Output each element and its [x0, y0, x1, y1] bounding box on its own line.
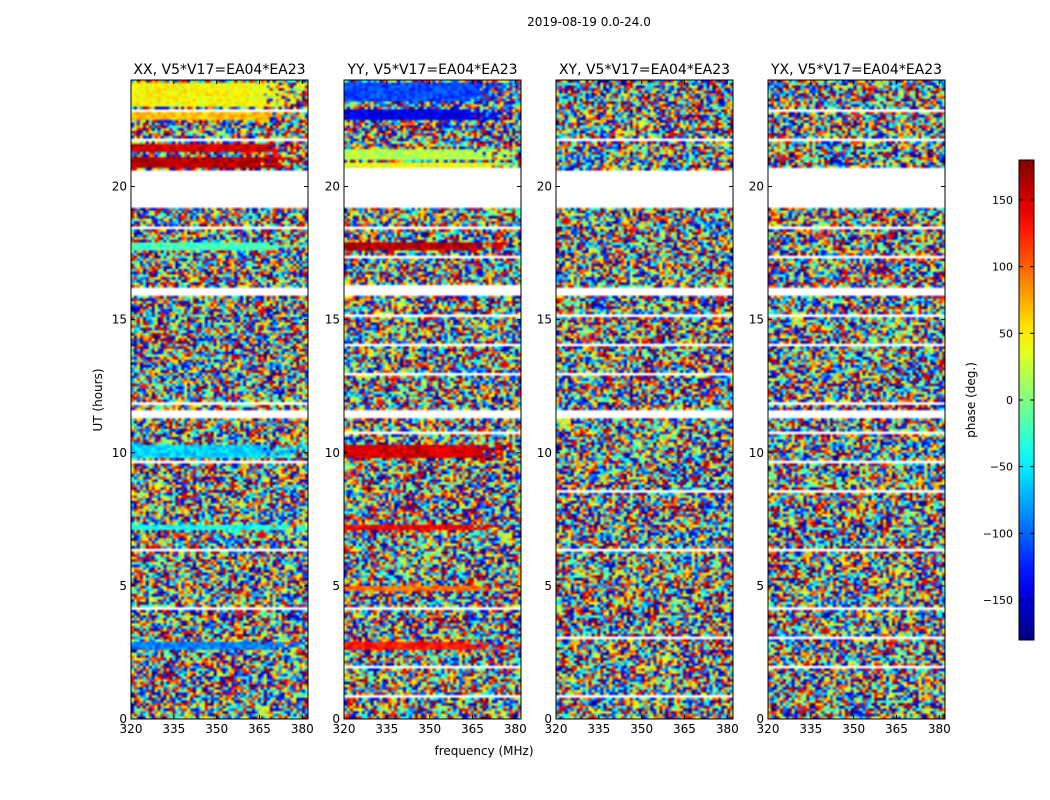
y-tick-label: 0 [544, 712, 552, 726]
panels: XX, V5*V17=EA04*EA23 320 335 350 365 380 0 5 10 1… [112, 62, 951, 736]
heatmap-raster [131, 80, 308, 719]
colorbar-tick-label: −50 [990, 461, 1013, 474]
y-tick-label: 20 [749, 180, 764, 194]
y-tick-label: 15 [749, 313, 764, 327]
y-tick-label: 15 [537, 313, 552, 327]
x-tick-label: 365 [673, 722, 696, 736]
heatmap-raster [768, 80, 945, 719]
y-tick-label: 5 [756, 579, 764, 593]
x-tick-label: 335 [799, 722, 822, 736]
y-tick-label: 10 [112, 446, 127, 460]
y-tick-label: 5 [544, 579, 552, 593]
x-tick-label: 320 [333, 722, 356, 736]
x-tick-label: 380 [716, 722, 739, 736]
y-tick-label: 5 [119, 579, 127, 593]
colorbar-tick-label: −150 [983, 594, 1013, 607]
x-tick-label: 350 [842, 722, 865, 736]
y-tick-label: 15 [112, 313, 127, 327]
x-tick-label: 335 [162, 722, 185, 736]
panel-0: XX, V5*V17=EA04*EA23 320 335 350 365 380 0 5 10 1… [112, 62, 314, 736]
figure-suptitle: 2019-08-19 0.0-24.0 [527, 15, 651, 29]
axes-frame [767, 79, 946, 720]
panel-title: XX, V5*V17=EA04*EA23 [133, 62, 305, 78]
panel-1: YY, V5*V17=EA04*EA23 320 335 350 365 380 0 5 10 1… [325, 62, 527, 736]
y-tick-label: 20 [537, 180, 552, 194]
y-tick-label: 20 [325, 180, 340, 194]
colorbar-tick-label: 50 [999, 327, 1013, 340]
y-tick-label: 20 [112, 180, 127, 194]
x-tick-label: 320 [545, 722, 568, 736]
x-tick-label: 380 [504, 722, 527, 736]
panel-title: YX, V5*V17=EA04*EA23 [770, 62, 942, 78]
panel-3: YX, V5*V17=EA04*EA23 320 335 350 365 380 0 5 10 1… [749, 62, 951, 736]
y-tick-label: 15 [325, 313, 340, 327]
panel-title: XY, V5*V17=EA04*EA23 [559, 62, 730, 78]
colorbar: 150 100 50 0 −50 −100 −150 phase (deg.) [964, 159, 1035, 641]
x-tick-label: 320 [120, 722, 143, 736]
x-tick-label: 365 [885, 722, 908, 736]
colorbar-label: phase (deg.) [964, 362, 978, 438]
colorbar-tick-label: 0 [1006, 394, 1013, 407]
axes-frame [130, 79, 309, 720]
x-tick-label: 365 [461, 722, 484, 736]
y-tick-label: 10 [537, 446, 552, 460]
x-tick-label: 380 [291, 722, 314, 736]
axes-frame [555, 79, 734, 720]
y-tick-label: 0 [332, 712, 340, 726]
colorbar-tick-label: 100 [992, 261, 1013, 274]
x-tick-label: 365 [248, 722, 271, 736]
y-tick-label: 10 [325, 446, 340, 460]
x-tick-label: 335 [375, 722, 398, 736]
panel-title: YY, V5*V17=EA04*EA23 [346, 62, 517, 78]
x-tick-label: 350 [205, 722, 228, 736]
y-tick-label: 0 [119, 712, 127, 726]
y-tick-label: 10 [749, 446, 764, 460]
x-axis-label: frequency (MHz) [434, 744, 533, 758]
x-tick-label: 350 [630, 722, 653, 736]
x-tick-label: 350 [418, 722, 441, 736]
x-tick-label: 335 [587, 722, 610, 736]
heatmap-raster [344, 80, 521, 719]
y-tick-label: 0 [756, 712, 764, 726]
colorbar-tick-label: −100 [983, 527, 1013, 540]
y-axis-label: UT (hours) [91, 368, 105, 431]
y-tick-label: 5 [332, 579, 340, 593]
axes-frame [343, 79, 522, 720]
colorbar-tick-label: 150 [992, 194, 1013, 207]
panel-2: XY, V5*V17=EA04*EA23 320 335 350 365 380 0 5 10 1… [537, 62, 739, 736]
heatmap-raster [556, 80, 733, 719]
x-tick-label: 380 [928, 722, 951, 736]
x-tick-label: 320 [757, 722, 780, 736]
